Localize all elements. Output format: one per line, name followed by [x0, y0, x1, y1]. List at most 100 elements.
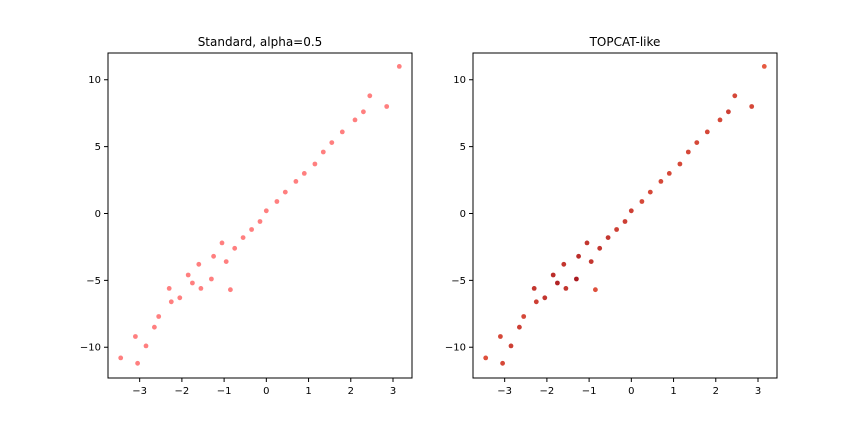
left-y-axis: −10 −5 0 5 10: [80, 75, 108, 354]
right-scatter-point: [647, 189, 653, 195]
right-scatter-point: [563, 286, 569, 291]
right-y-tick-label: −10: [445, 343, 466, 354]
right-scatter-point: [605, 235, 611, 241]
right-axes-frame: [472, 52, 778, 379]
right-x-tick-label: −3: [497, 386, 512, 397]
right-scatter-point: [500, 360, 505, 366]
left-scatter-point: [240, 235, 246, 241]
left-scatter-point: [196, 261, 202, 267]
right-scatter-point: [628, 208, 634, 214]
left-scatter-point: [282, 189, 288, 195]
right-scatter-point: [561, 261, 567, 267]
left-y-tick-label: −10: [80, 343, 101, 354]
left-points-layer: [118, 64, 402, 366]
right-scatter-point: [685, 149, 691, 155]
right-scatter-point: [732, 93, 738, 99]
left-scatter-point: [257, 219, 263, 224]
right-x-tick-label: 0: [628, 386, 634, 397]
right-scatter-point: [614, 227, 619, 232]
left-scatter-point: [211, 253, 217, 259]
right-scatter-point: [542, 295, 548, 301]
left-axes-frame: [107, 52, 413, 379]
left-scatter-point: [274, 199, 280, 204]
left-scatter-point: [396, 64, 402, 69]
right-scatter-point: [574, 276, 579, 282]
left-scatter-point: [118, 355, 124, 361]
left-scatter-point: [223, 259, 229, 264]
left-scatter-point: [143, 343, 149, 349]
left-y-tick-label: 0: [95, 209, 101, 220]
left-scatter-point: [329, 140, 335, 146]
left-y-tick-label: −5: [86, 276, 101, 287]
right-scatter-point: [666, 171, 672, 176]
right-y-axis: −10 −5 0 5 10: [445, 75, 473, 354]
right-y-tick-label: −5: [451, 276, 466, 287]
left-plot-title: Standard, alpha=0.5: [198, 35, 323, 49]
left-scatter-point: [135, 360, 141, 366]
left-scatter-point: [168, 299, 174, 305]
right-scatter-point: [533, 299, 539, 305]
right-scatter-point: [597, 245, 603, 251]
left-scatter-point: [339, 129, 345, 135]
right-x-tick-label: −2: [540, 386, 555, 397]
left-x-tick-label: 1: [305, 386, 311, 397]
left-y-tick-label: 5: [95, 142, 101, 153]
right-scatter-point: [622, 219, 628, 224]
left-scatter-point: [312, 161, 318, 167]
right-scatter-point: [593, 287, 598, 293]
right-x-tick-label: −1: [582, 386, 597, 397]
left-scatter-point: [263, 208, 269, 214]
right-scatter-point: [584, 240, 590, 246]
left-scatter-point: [133, 334, 138, 339]
right-scatter-point: [639, 199, 645, 204]
right-scatter-point: [508, 343, 514, 349]
left-x-tick-label: −1: [217, 386, 232, 397]
left-scatter-point: [209, 276, 214, 282]
left-scatter-point: [156, 314, 162, 319]
left-scatter-point: [367, 93, 373, 99]
left-scatter-point: [293, 179, 299, 184]
left-scatter-point: [177, 295, 183, 301]
right-scatter-point: [498, 334, 503, 339]
right-scatter-point: [704, 129, 710, 135]
right-scatter-point: [521, 314, 527, 319]
right-scatter-point: [749, 104, 755, 109]
right-scatter-point: [761, 64, 767, 69]
right-x-tick-label: 2: [713, 386, 719, 397]
left-scatter-point: [361, 109, 366, 115]
left-scatter-point: [249, 227, 255, 232]
left-scatter-point: [320, 149, 326, 155]
right-scatter-point: [555, 280, 560, 286]
right-scatter-point: [483, 355, 489, 361]
right-scatter-point: [517, 324, 522, 330]
right-x-tick-label: 1: [670, 386, 676, 397]
right-y-tick-label: 5: [460, 142, 466, 153]
left-scatter-point: [185, 272, 191, 278]
left-x-tick-label: 2: [348, 386, 354, 397]
left-scatter-point: [228, 287, 233, 293]
left-scatter-point: [232, 245, 238, 251]
right-scatter-point: [717, 117, 723, 123]
left-scatter-point: [352, 117, 358, 123]
left-scatter-point: [384, 104, 390, 109]
right-scatter-point: [658, 179, 664, 184]
left-x-tick-label: 3: [390, 386, 396, 397]
left-y-tick-label: 10: [88, 75, 101, 86]
left-scatter-point: [190, 280, 195, 286]
right-x-tick-label: 3: [755, 386, 761, 397]
right-scatter-point: [588, 259, 594, 264]
right-scatter-point: [694, 140, 700, 146]
left-scatter-point: [219, 240, 225, 246]
left-scatter-point: [198, 286, 204, 291]
left-scatter-point: [166, 286, 172, 291]
right-y-tick-label: 0: [460, 209, 466, 220]
left-x-axis: −3 −2 −1 0 1 2 3: [132, 378, 396, 397]
right-y-tick-label: 10: [453, 75, 466, 86]
left-x-tick-label: 0: [263, 386, 269, 397]
right-scatter-point: [726, 109, 731, 115]
right-scatter-point: [677, 161, 683, 167]
